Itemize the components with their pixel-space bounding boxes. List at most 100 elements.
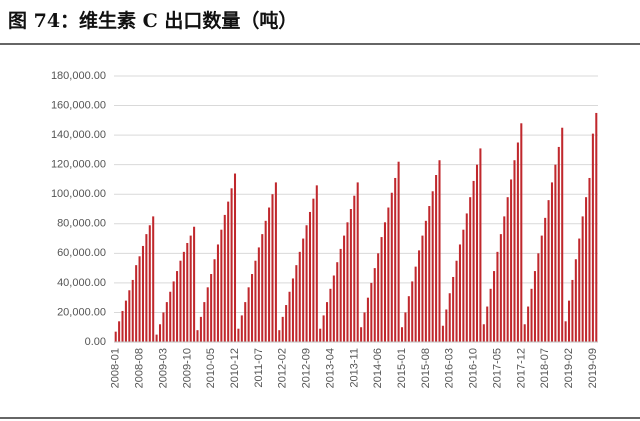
bar <box>128 290 131 342</box>
bar <box>121 310 124 342</box>
x-tick-label: 2013-04 <box>324 348 336 388</box>
bar <box>285 305 288 342</box>
bar <box>540 235 543 342</box>
bar <box>247 287 250 342</box>
bar <box>445 309 448 342</box>
bar <box>568 300 571 342</box>
bar <box>462 229 465 342</box>
x-tick-label: 2017-05 <box>491 348 503 388</box>
bar <box>363 312 366 342</box>
y-tick-label: 100,000.00 <box>51 188 106 200</box>
bar <box>578 238 581 342</box>
y-tick-label: 80,000.00 <box>57 218 106 230</box>
bar <box>295 265 298 342</box>
bar <box>131 279 134 342</box>
chart-title: 图 74：维生素 C 出口数量（吨） <box>8 9 297 32</box>
bar <box>172 281 175 342</box>
x-tick-label: 2013-11 <box>348 348 360 388</box>
bar <box>489 288 492 342</box>
x-tick-label: 2016-03 <box>444 348 456 388</box>
bar <box>332 275 335 342</box>
bar <box>387 207 390 342</box>
bar <box>465 213 468 342</box>
bar <box>176 271 179 342</box>
bar <box>431 191 434 342</box>
bar <box>312 198 315 342</box>
bar <box>561 127 564 342</box>
bar <box>114 331 117 342</box>
bar <box>370 282 373 342</box>
bar <box>251 274 254 342</box>
bar <box>356 182 359 342</box>
bar <box>554 164 557 342</box>
bar <box>448 293 451 342</box>
bar <box>315 185 318 342</box>
bar <box>469 197 472 342</box>
bar <box>193 226 196 342</box>
bar <box>268 207 271 342</box>
bar <box>308 211 312 342</box>
bar <box>298 251 301 342</box>
bar <box>155 334 158 342</box>
bar <box>588 177 591 342</box>
bar <box>360 327 363 342</box>
bar <box>186 242 189 342</box>
bar <box>390 192 393 342</box>
bar <box>189 235 192 342</box>
bar <box>223 214 226 342</box>
bar <box>591 133 594 342</box>
bar <box>257 247 260 342</box>
bar <box>530 288 533 342</box>
bar <box>343 235 346 342</box>
bar <box>571 279 574 342</box>
bar <box>288 291 291 342</box>
bar <box>516 142 519 342</box>
x-tick-label: 2010-05 <box>205 348 217 388</box>
bar <box>537 253 540 342</box>
x-tick-label: 2019-02 <box>563 348 575 388</box>
bar <box>326 302 329 342</box>
bar <box>148 225 151 342</box>
y-tick-label: 20,000.00 <box>57 306 106 318</box>
bar <box>220 229 223 342</box>
bar <box>557 146 560 342</box>
bar <box>135 265 138 342</box>
bar <box>339 248 342 342</box>
bar <box>302 238 305 342</box>
bar <box>418 250 421 342</box>
bar <box>547 200 550 342</box>
bar <box>581 216 584 342</box>
bar <box>227 201 230 342</box>
bar <box>407 296 410 342</box>
bar <box>424 220 427 342</box>
bar <box>421 235 424 342</box>
bar <box>158 324 162 342</box>
y-tick-label: 60,000.00 <box>57 247 106 259</box>
bar <box>305 225 308 342</box>
bar <box>261 234 264 342</box>
bar <box>383 222 386 342</box>
bar <box>479 148 482 342</box>
bar <box>274 182 277 342</box>
bar <box>162 312 165 342</box>
bar <box>544 217 547 342</box>
bar <box>506 197 509 342</box>
bar <box>124 300 127 342</box>
bar <box>254 260 257 342</box>
bar <box>213 259 216 342</box>
bar <box>319 328 322 342</box>
bar <box>493 271 496 342</box>
bar <box>353 195 356 342</box>
bar <box>441 325 444 342</box>
bar <box>281 316 284 342</box>
bar <box>182 251 185 342</box>
bar <box>510 179 513 342</box>
x-tick-label: 2019-09 <box>587 348 599 388</box>
x-tick-label: 2010-12 <box>229 348 241 388</box>
bar <box>206 287 209 342</box>
bar <box>455 260 458 342</box>
bar <box>520 123 523 343</box>
bar <box>118 321 121 342</box>
bar <box>278 330 281 342</box>
y-tick-label: 180,000.00 <box>51 70 106 82</box>
